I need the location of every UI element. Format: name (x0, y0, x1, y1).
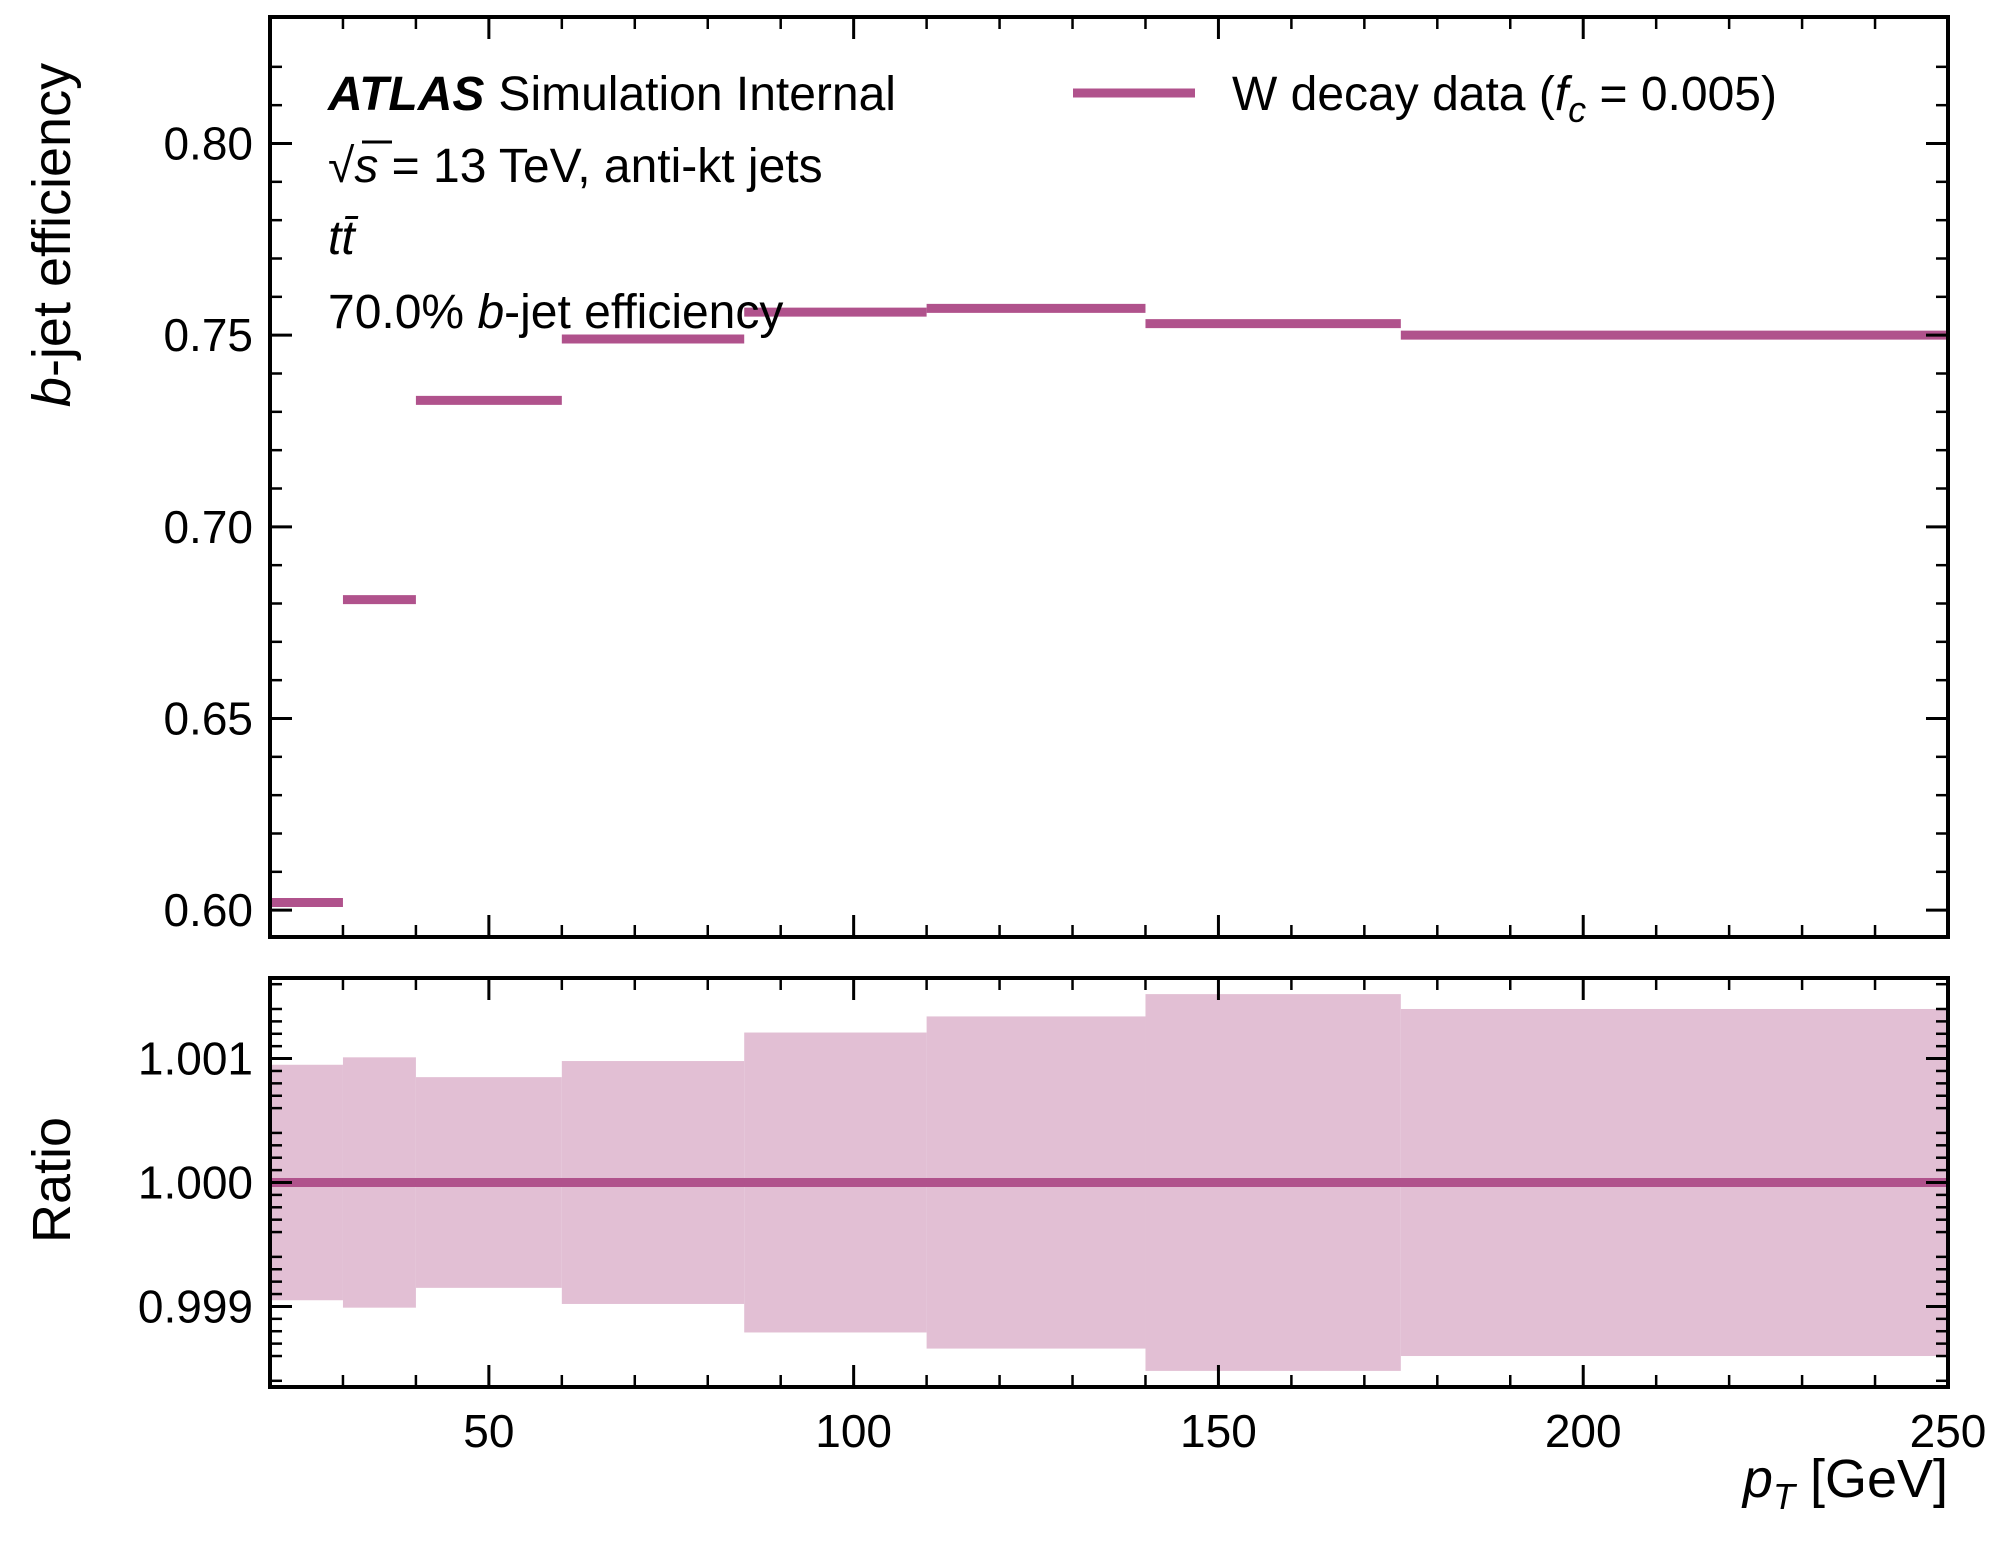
main-ytick-label-1: 0.65 (163, 693, 253, 745)
legend-label-suffix: = 0.005) (1586, 68, 1777, 121)
energy-label: √s = 13 TeV, anti-kt jets (328, 140, 823, 193)
energy-rest: = 13 TeV, anti-kt jets (378, 140, 822, 193)
working-point-label: 70.0% b-jet efficiency (328, 286, 783, 339)
x-tick-label-1: 100 (815, 1405, 892, 1457)
ratio-panel-frame (268, 976, 1950, 1389)
ratio-y-axis-title: Ratio (22, 1117, 82, 1243)
main-y-axis-title-rest: -jet efficiency (22, 63, 82, 377)
x-tick-label-2: 150 (1180, 1405, 1257, 1457)
atlas-brand: ATLAS (327, 68, 484, 121)
legend-label-sub: c (1568, 89, 1586, 130)
x-tick-label-3: 200 (1545, 1405, 1622, 1457)
working-point-b: b (477, 286, 504, 339)
ratio-ytick-label-1: 1.000 (138, 1157, 253, 1209)
x-tick-label-0: 50 (463, 1405, 514, 1457)
legend-label: W decay data (fc = 0.005) (1232, 68, 1777, 130)
main-ytick-label-3: 0.75 (163, 309, 253, 361)
legend: W decay data (fc = 0.005) (1073, 68, 1777, 130)
ratio-panel-marks (270, 994, 1948, 1371)
legend-label-prefix: W decay data ( (1232, 68, 1555, 121)
main-ytick-label-4: 0.80 (163, 118, 253, 170)
main-panel-ticks: 0.60 0.65 0.70 0.75 0.80 (163, 17, 1950, 937)
working-point-suffix: -jet efficiency (504, 286, 783, 339)
atlas-label: ATLAS Simulation Internal (327, 68, 896, 121)
x-tick-label-4: 250 (1910, 1405, 1987, 1457)
main-ytick-label-2: 0.70 (163, 501, 253, 553)
x-axis-title-subscript: T (1773, 1476, 1798, 1517)
x-axis-title-rest: [GeV] (1795, 1449, 1948, 1509)
working-point-prefix: 70.0% (328, 286, 477, 339)
main-y-axis-title-italic: b (22, 377, 82, 407)
x-axis-title: pT [GeV] (1741, 1449, 1948, 1517)
main-panel-frame (268, 15, 1950, 939)
main-y-axis-title: b-jet efficiency (22, 63, 82, 407)
atlas-brand-suffix: Simulation Internal (498, 68, 896, 121)
energy-s: s (354, 140, 378, 193)
main-ytick-label-0: 0.60 (163, 884, 253, 936)
energy-sqrt-sign: √ (328, 140, 355, 193)
x-axis-title-italic: p (1741, 1449, 1773, 1509)
main-panel-marks (270, 303, 1948, 907)
process-label: tt̄ (328, 212, 359, 265)
ratio-ytick-label-2: 1.001 (138, 1033, 253, 1085)
ratio-ytick-label-0: 0.999 (138, 1280, 253, 1332)
